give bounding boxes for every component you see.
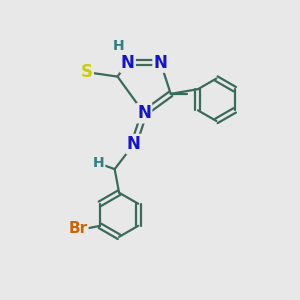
- Text: H: H: [93, 156, 104, 170]
- Text: S: S: [81, 63, 93, 81]
- Text: N: N: [154, 54, 167, 72]
- Text: Br: Br: [68, 221, 87, 236]
- Text: N: N: [121, 54, 135, 72]
- Text: N: N: [127, 135, 141, 153]
- Text: N: N: [137, 104, 151, 122]
- Text: H: H: [113, 39, 124, 53]
